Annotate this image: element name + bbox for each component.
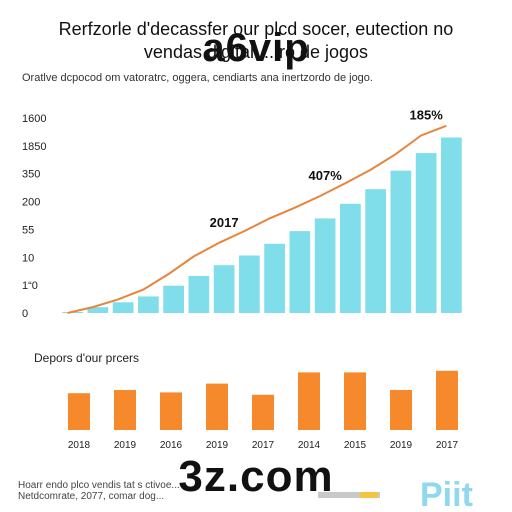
chart2-title: Depors d'our prcers — [34, 351, 139, 365]
chart-annotation: 185% — [410, 108, 444, 123]
x-tick-label: 2018 — [68, 440, 91, 451]
price-bar — [344, 372, 366, 430]
trend-line — [67, 124, 447, 314]
y-tick-label: 200 — [22, 197, 40, 209]
y-tick-label: 1850 — [22, 141, 46, 153]
y-tick-label: 10 — [22, 252, 34, 264]
x-tick-label: 2017 — [252, 440, 275, 451]
growth-bar — [390, 170, 412, 313]
y-tick-label: 1600 — [22, 113, 46, 125]
growth-bar — [112, 302, 134, 313]
growth-bar — [188, 275, 210, 313]
y-tick-label: 0 — [22, 308, 28, 320]
growth-bar — [87, 307, 109, 313]
growth-bar — [415, 153, 437, 313]
growth-bar — [365, 189, 386, 313]
x-tick-label: 2019 — [390, 440, 413, 451]
x-tick-label: 2014 — [298, 440, 321, 451]
growth-bar — [213, 265, 235, 313]
growth-bar — [441, 137, 462, 313]
growth-bar — [239, 255, 260, 313]
footer-note: Hoarr endo plco vendis tat s ctivoe... N… — [18, 480, 318, 502]
growth-bar — [340, 203, 361, 313]
growth-bar — [138, 296, 159, 313]
growth-bar — [289, 231, 311, 313]
chart-subtitle: Oratlve dcpocod om vatoratrc, oggera, ce… — [22, 72, 373, 84]
watermark-bottom: 3z.com — [178, 452, 334, 501]
title-line-1: Rerfzorle d'decassfer our plcd socer, eu… — [58, 19, 454, 39]
chart-title: Rerfzorle d'decassfer our plcd socer, eu… — [0, 18, 512, 64]
title-line-2: vendas digital ... ro de jogos — [143, 42, 369, 62]
price-bar — [252, 394, 274, 430]
watermark-top: a6vip — [202, 26, 310, 70]
footer-line-1: Hoarr endo plco vendis tat s ctivoe... — [18, 480, 180, 491]
growth-bar — [314, 218, 336, 313]
footer-line-2: Netdcomrate, 2077, comar dog... — [18, 491, 165, 502]
price-bar — [436, 370, 458, 430]
y-tick-label: 350 — [22, 169, 40, 181]
price-bar — [390, 390, 412, 430]
x-tick-label: 2015 — [344, 440, 367, 451]
price-bar — [68, 393, 90, 430]
y-tick-label: 1“0 — [22, 280, 38, 292]
price-bar — [206, 383, 228, 430]
x-tick-label: 2019 — [206, 440, 229, 451]
price-bar — [160, 392, 182, 430]
brand-logo: Piit — [420, 476, 473, 512]
x-tick-label: 2019 — [114, 440, 137, 451]
x-tick-label: 2016 — [160, 440, 183, 451]
chart-annotation: 407% — [309, 168, 343, 183]
price-bar — [114, 390, 136, 430]
growth-bar — [264, 243, 285, 313]
y-tick-label: 55 — [22, 224, 34, 236]
price-bar — [298, 372, 320, 430]
chart-annotation: 2017 — [210, 215, 239, 230]
logo-bar-gray — [318, 492, 380, 498]
growth-bar — [163, 285, 184, 313]
logo-bar-yellow — [360, 492, 378, 498]
x-tick-label: 2017 — [436, 440, 459, 451]
